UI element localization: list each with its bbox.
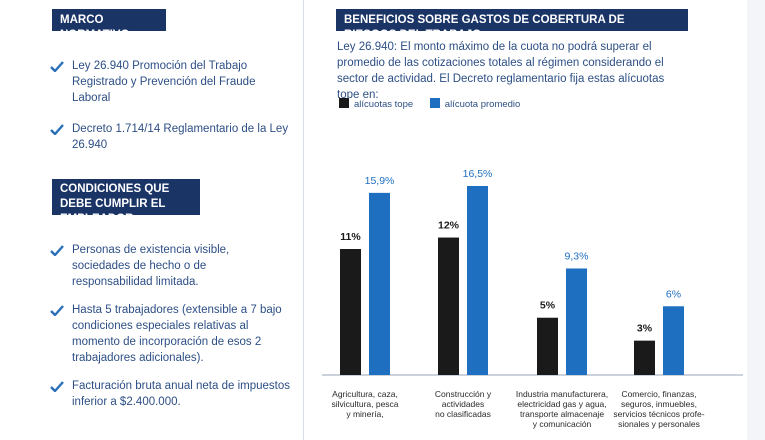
data-label-promedio: 6%	[666, 288, 681, 300]
check-icon	[50, 124, 64, 135]
condiciones-header: CONDICIONES QUE DEBE CUMPLIR EL EMPLEADO…	[52, 179, 200, 225]
data-label-tope: 5%	[540, 300, 556, 312]
bar-tope	[634, 340, 655, 375]
legend-item-promedio: alícuota promedio	[429, 98, 521, 110]
list-item-text: Ley 26.940 Promoción del Trabajo Registr…	[72, 60, 256, 104]
list-item: Personas de existencia visible, sociedad…	[50, 242, 290, 290]
category-label-line: y comunicación	[533, 419, 592, 429]
chart-legend: alícuotas tope alícuota promedio	[339, 98, 534, 110]
list-item: Ley 26.940 Promoción del Trabajo Registr…	[50, 58, 290, 106]
list-item-text: Hasta 5 trabajadores (extensible a 7 baj…	[72, 304, 282, 364]
category-label-line: no clasificadas	[435, 409, 491, 419]
data-label-tope: 3%	[637, 323, 653, 335]
category-label-line: actividades	[442, 399, 485, 409]
edge-strip	[747, 0, 765, 440]
category-label: Construcción y actividades no clasificadas	[435, 389, 492, 419]
check-icon	[50, 305, 64, 316]
category-label-line: y minería,	[346, 409, 383, 419]
category-label-line: seguros, inmuebles,	[621, 399, 697, 409]
list-item: Facturación bruta anual neta de impuesto…	[50, 378, 290, 410]
legend-item-tope: alícuotas tope	[339, 98, 413, 110]
bar-tope	[537, 317, 558, 375]
bar-tope	[340, 249, 361, 375]
category-label: Comercio, finanzas, seguros, inmuebles, se…	[613, 389, 704, 429]
category-label-line: servicios técnicos profe-	[613, 409, 704, 419]
list-item-text: Personas de existencia visible, sociedad…	[72, 244, 230, 288]
category-label: Industria manufacturera, electricidad gas…	[516, 389, 608, 429]
list-item-text: Facturación bruta anual neta de impuesto…	[72, 380, 290, 408]
category-label: Agricultura, caza, silvicultura, pesca y m…	[331, 389, 398, 419]
category-label-line: Industria manufacturera,	[516, 389, 608, 399]
beneficios-header: BENEFICIOS SOBRE GASTOS DE COBERTURA DE …	[336, 9, 688, 41]
check-icon	[50, 245, 64, 256]
list-item: Decreto 1.714/14 Reglamentario de la Ley…	[50, 121, 290, 153]
category-label-line: silvicultura, pesca	[331, 399, 398, 409]
data-label-tope: 12%	[438, 220, 460, 232]
left-panel: MARCO NORMATIVO Ley 26.940 Promoción del…	[0, 0, 304, 440]
data-label-tope: 11%	[340, 231, 361, 243]
list-item-text: Decreto 1.714/14 Reglamentario de la Ley…	[72, 123, 289, 151]
bar-tope	[438, 237, 459, 375]
data-label-promedio: 15,9%	[365, 175, 395, 187]
bar-promedio	[663, 306, 684, 375]
condiciones-list: Personas de existencia visible, sociedad…	[50, 242, 290, 422]
legend-swatch-promedio	[429, 98, 440, 108]
bar-promedio	[566, 268, 587, 375]
data-label-promedio: 9,3%	[565, 250, 589, 262]
category-label-line: transporte almacenaje	[520, 409, 604, 419]
category-label-line: sionales y personales	[618, 419, 700, 429]
intro-text: Ley 26.940: El monto máximo de la cuota …	[337, 41, 665, 101]
legend-label-promedio: alícuota promedio	[444, 99, 521, 110]
category-label-line: Agricultura, caza,	[332, 389, 398, 399]
legend-swatch-tope	[339, 98, 349, 108]
bar-promedio	[369, 192, 390, 375]
list-item: Hasta 5 trabajadores (extensible a 7 baj…	[50, 302, 290, 366]
marco-normativo-list: Ley 26.940 Promoción del Trabajo Registr…	[50, 58, 290, 168]
category-label-line: electricidad gas y agua,	[517, 399, 606, 409]
legend-label-tope: alícuotas tope	[354, 99, 414, 110]
marco-normativo-header: MARCO NORMATIVO	[52, 9, 166, 41]
category-label-line: Construcción y	[435, 389, 492, 399]
data-label-promedio: 16,5%	[463, 168, 493, 180]
check-icon	[50, 61, 64, 72]
category-label-line: Comercio, finanzas,	[621, 389, 696, 399]
bar-promedio	[467, 186, 488, 375]
check-icon	[50, 381, 64, 392]
